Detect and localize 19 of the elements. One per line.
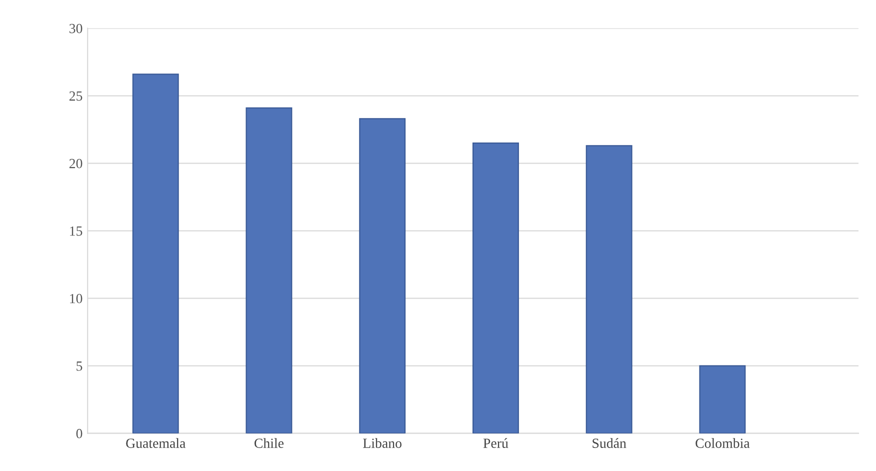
bar — [699, 365, 746, 434]
bar — [359, 118, 406, 434]
bar — [586, 145, 632, 434]
x-tick-label: Colombia — [696, 438, 750, 448]
y-tick-label: 5 — [76, 362, 82, 371]
y-tick-label: 0 — [76, 428, 82, 438]
x-tick-label: Sudán — [592, 438, 626, 448]
y-tick-label: 25 — [69, 91, 82, 101]
y-tick-label: 20 — [69, 158, 82, 168]
x-tick-label: Libano — [363, 438, 402, 448]
bar — [472, 142, 519, 434]
y-tick-label: 15 — [70, 226, 82, 236]
x-tick-label: Guatemala — [126, 438, 186, 448]
y-tick-label: 30 — [70, 24, 82, 34]
x-tick-label: Chile — [254, 438, 284, 448]
y-tick-label: 10 — [70, 294, 82, 304]
bar — [132, 74, 179, 434]
bar — [246, 107, 292, 434]
x-tick-label: Perú — [483, 438, 508, 448]
